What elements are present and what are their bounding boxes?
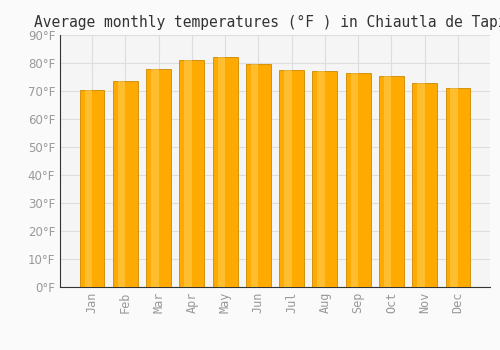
Title: Average monthly temperatures (°F ) in Chiautla de Tapia: Average monthly temperatures (°F ) in Ch…	[34, 15, 500, 30]
Bar	[184, 60, 192, 287]
Bar	[384, 76, 392, 287]
Bar	[180, 60, 204, 287]
Bar	[212, 57, 238, 287]
Bar	[284, 70, 292, 287]
Bar	[113, 81, 138, 287]
Bar	[118, 81, 126, 287]
Bar	[379, 76, 404, 287]
Bar	[146, 69, 171, 287]
Bar	[151, 69, 158, 287]
Bar	[312, 71, 338, 287]
Bar	[446, 88, 470, 287]
Bar	[251, 64, 258, 287]
Bar	[218, 57, 225, 287]
Bar	[417, 83, 424, 287]
Bar	[346, 73, 370, 287]
Bar	[450, 88, 458, 287]
Bar	[84, 90, 92, 287]
Bar	[412, 83, 437, 287]
Bar	[318, 71, 325, 287]
Bar	[246, 64, 271, 287]
Bar	[350, 73, 358, 287]
Bar	[279, 70, 304, 287]
Bar	[80, 90, 104, 287]
